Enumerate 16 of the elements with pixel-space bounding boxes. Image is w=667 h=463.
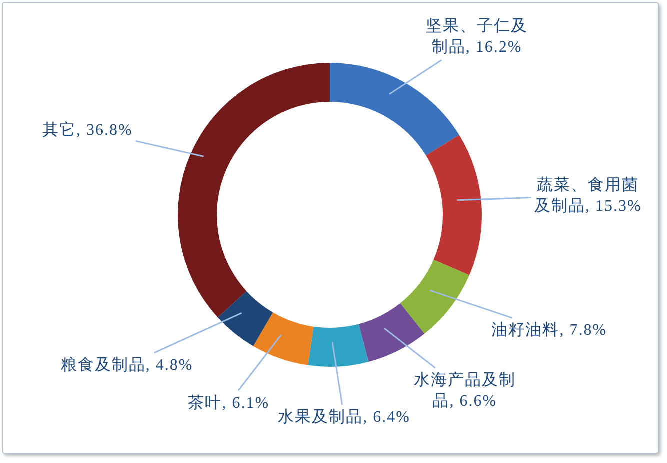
slice-label: 水果及制品, 6.4% xyxy=(277,408,412,428)
slice-label: 油籽油料, 7.8% xyxy=(490,320,608,342)
donut-slice xyxy=(358,303,425,362)
slice-label: 水海产品及制品, 6.6% xyxy=(412,370,517,412)
donut-slice xyxy=(253,312,314,366)
donut-slice xyxy=(308,324,369,367)
donut-slice xyxy=(330,63,460,156)
slice-label: 坚果、子仁及制品, 16.2% xyxy=(425,17,530,58)
slice-label: 其它, 36.8% xyxy=(41,120,134,141)
slice-label: 蔬菜、食用菌及制品, 15.3% xyxy=(533,176,643,217)
slice-label: 茶叶, 6.1% xyxy=(187,394,271,414)
donut-slice xyxy=(218,291,274,346)
donut-slice xyxy=(426,135,482,276)
donut-slice xyxy=(400,260,470,334)
donut-slice xyxy=(178,63,330,318)
slice-label: 粮食及制品, 4.8% xyxy=(60,356,194,376)
